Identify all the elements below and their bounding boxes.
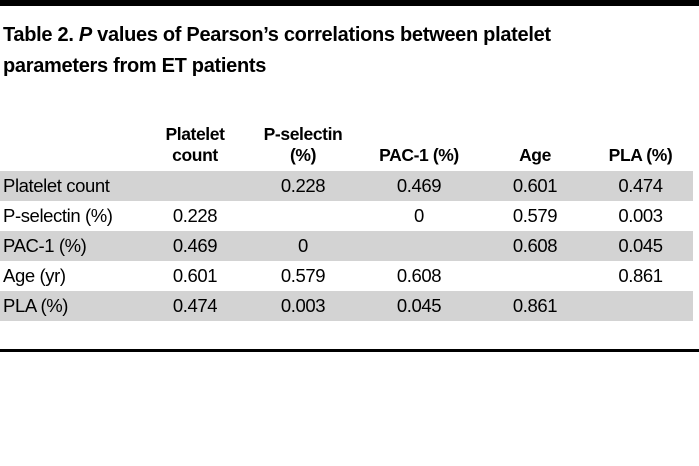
cell: 0.003 (250, 291, 356, 321)
cell: 0.469 (356, 171, 482, 201)
cell: 0.861 (618, 265, 663, 286)
col-header-pac-1: PAC-1 (%) (379, 145, 459, 165)
col-header-empty (0, 104, 140, 171)
cell: 0.608 (482, 231, 588, 261)
table-title-label: Table 2. (3, 24, 74, 46)
cell: 0.579 (512, 205, 558, 226)
col-header-pla: PLA (%) (608, 145, 673, 165)
table-row: Age (yr) 0.601 0.579 0.608 0.861 (0, 261, 693, 291)
row-label: PAC-1 (%) (0, 231, 140, 261)
cell: 0.608 (396, 265, 442, 286)
cell: 0.045 (356, 291, 482, 321)
col-header-p-selectin: P-selectin (%) (263, 124, 343, 165)
cell (356, 231, 482, 261)
table-row: Platelet count 0.228 0.469 0.601 0.474 (0, 171, 693, 201)
cell: 0.228 (172, 205, 218, 226)
col-header-platelet-count: Platelet count (165, 124, 225, 165)
header-row: Platelet count P-selectin (%) PAC-1 (%) … (0, 104, 693, 171)
table-row: P-selectin (%) 0.228 0 0.579 0.003 (0, 201, 693, 231)
table-row: PAC-1 (%) 0.469 0 0.608 0.045 (0, 231, 693, 261)
row-label: P-selectin (%) (3, 205, 113, 226)
cell: 0.861 (482, 291, 588, 321)
table-title-italic-p: P (78, 24, 92, 46)
cell: 0 (250, 231, 356, 261)
table-title-line1: values of Pearson’s correlations between… (97, 24, 551, 46)
cell: 0.228 (250, 171, 356, 201)
cell (588, 291, 693, 321)
col-header-age: Age (519, 145, 551, 165)
cell: 0.474 (140, 291, 250, 321)
cell (482, 261, 588, 291)
row-label: Platelet count (0, 171, 140, 201)
table-row: PLA (%) 0.474 0.003 0.045 0.861 (0, 291, 693, 321)
cell: 0.003 (618, 205, 663, 226)
cell (140, 171, 250, 201)
row-label: Age (yr) (3, 265, 66, 286)
table-title: Table 2. P values of Pearson’s correlati… (3, 20, 693, 82)
table-title-line2: parameters from ET patients (3, 55, 267, 77)
cell: 0.601 (172, 265, 218, 286)
cell: 0.579 (280, 265, 326, 286)
cell: 0.469 (140, 231, 250, 261)
cell (250, 201, 356, 231)
pearson-correlation-table: Platelet count P-selectin (%) PAC-1 (%) … (0, 104, 693, 321)
row-label: PLA (%) (0, 291, 140, 321)
top-rule (0, 0, 699, 6)
cell: 0.601 (482, 171, 588, 201)
cell: 0 (414, 205, 424, 226)
cell: 0.045 (588, 231, 693, 261)
bottom-rule (0, 349, 699, 352)
cell: 0.474 (588, 171, 693, 201)
